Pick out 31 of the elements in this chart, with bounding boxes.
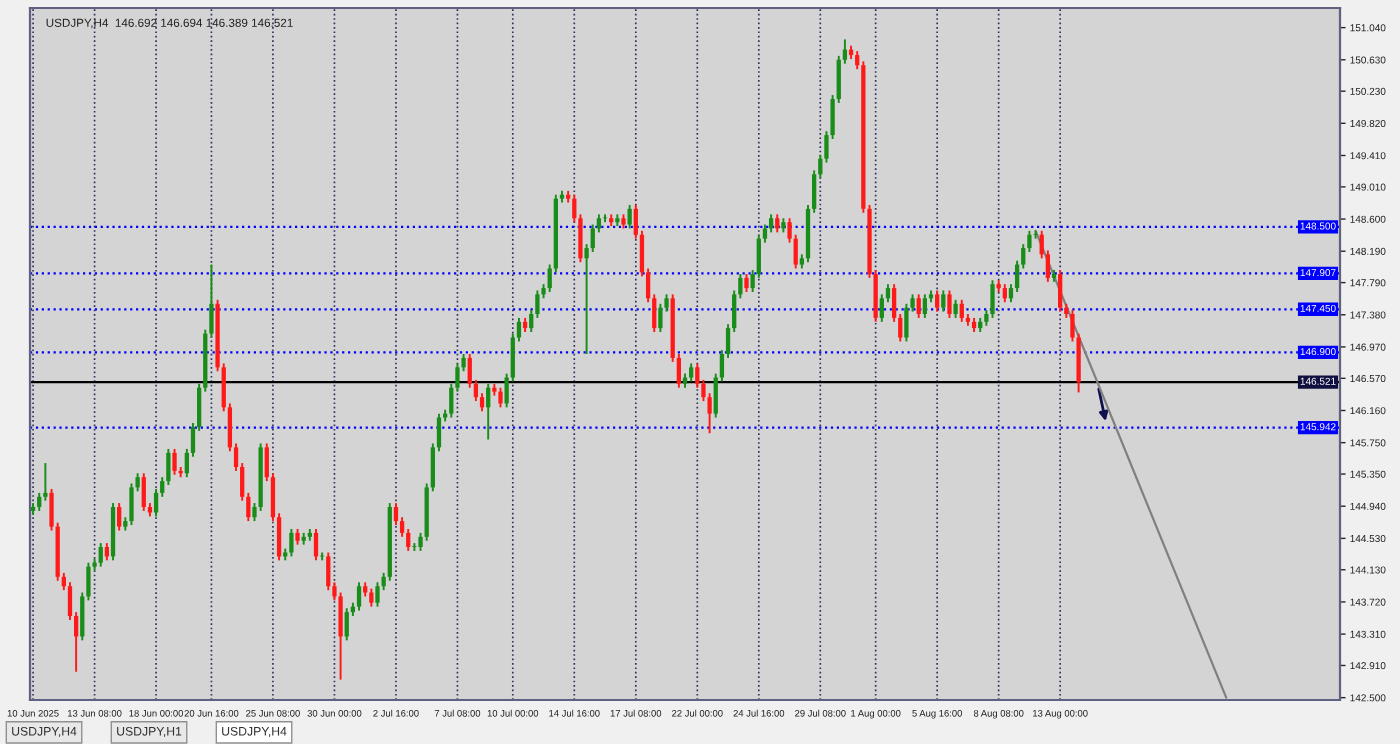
candlestick xyxy=(935,289,940,313)
candlestick xyxy=(904,302,909,343)
candlestick xyxy=(916,293,921,319)
candlestick xyxy=(486,382,491,441)
candlestick xyxy=(941,289,946,313)
candlestick xyxy=(959,298,964,323)
candlestick xyxy=(289,527,294,558)
candlestick xyxy=(141,472,146,512)
candlestick xyxy=(375,581,380,608)
candlestick xyxy=(498,386,503,409)
candlestick xyxy=(775,213,780,234)
candlestick xyxy=(98,542,103,568)
candlestick xyxy=(658,302,663,333)
candlestick xyxy=(412,542,417,552)
candlestick xyxy=(1002,283,1007,304)
candlestick xyxy=(172,447,177,476)
candlestick xyxy=(744,273,749,293)
candlestick xyxy=(953,298,958,319)
candlestick xyxy=(356,581,362,612)
candlestick xyxy=(602,213,608,224)
candlestick xyxy=(344,607,349,642)
candlestick xyxy=(117,502,122,532)
candlestick xyxy=(689,362,694,383)
candlestick xyxy=(947,289,952,319)
candlestick xyxy=(313,527,319,562)
candlestick xyxy=(627,203,632,230)
candlestick xyxy=(990,279,995,319)
candlestick xyxy=(1058,269,1063,313)
candlestick xyxy=(922,293,928,319)
candlestick xyxy=(369,587,374,608)
candlestick xyxy=(326,551,331,592)
